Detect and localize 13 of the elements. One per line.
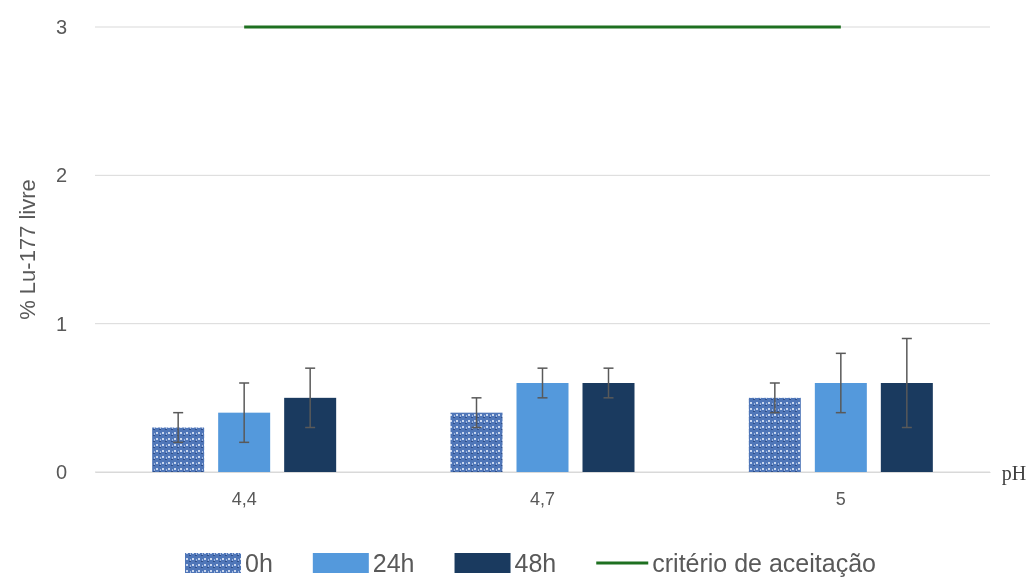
y-tick-label: 0 bbox=[55, 460, 67, 483]
x-tick-label: 4,4 bbox=[231, 488, 257, 509]
y-axis-title: % Lu-177 livre bbox=[15, 179, 40, 320]
y-tick-label: 1 bbox=[55, 312, 67, 335]
x-axis-title: pH bbox=[1001, 462, 1027, 485]
x-tick-label: 4,7 bbox=[529, 488, 556, 509]
x-tick-label: 5 bbox=[835, 488, 846, 509]
y-tick-label: 2 bbox=[55, 164, 67, 187]
legend-label: 0h bbox=[245, 549, 273, 577]
legend-label: 24h bbox=[372, 549, 415, 577]
legend-label: critério de aceitação bbox=[652, 549, 876, 577]
legend-label: 48h bbox=[514, 549, 557, 577]
y-tick-label: 3 bbox=[55, 15, 67, 38]
